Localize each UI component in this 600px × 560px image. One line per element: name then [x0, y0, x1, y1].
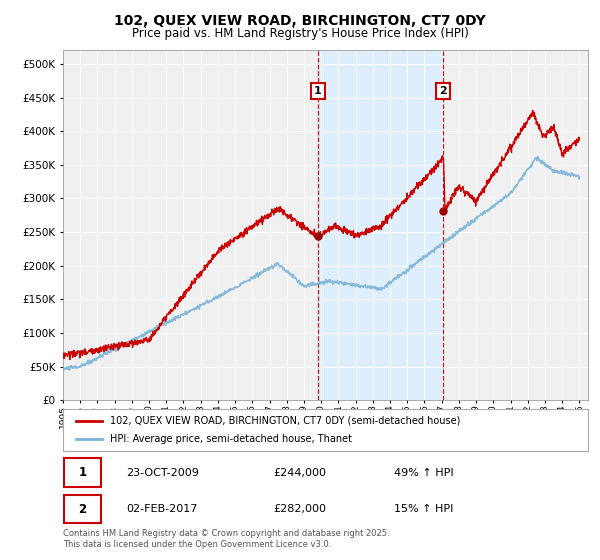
- FancyBboxPatch shape: [64, 459, 101, 487]
- Text: 49% ↑ HPI: 49% ↑ HPI: [394, 468, 454, 478]
- Text: Price paid vs. HM Land Registry's House Price Index (HPI): Price paid vs. HM Land Registry's House …: [131, 27, 469, 40]
- Text: HPI: Average price, semi-detached house, Thanet: HPI: Average price, semi-detached house,…: [110, 434, 352, 444]
- Text: £244,000: £244,000: [273, 468, 326, 478]
- FancyBboxPatch shape: [64, 495, 101, 523]
- Text: 23-OCT-2009: 23-OCT-2009: [126, 468, 199, 478]
- Text: 2: 2: [79, 502, 86, 516]
- Bar: [318, 50, 443, 400]
- Text: 102, QUEX VIEW ROAD, BIRCHINGTON, CT7 0DY (semi-detached house): 102, QUEX VIEW ROAD, BIRCHINGTON, CT7 0D…: [110, 416, 461, 426]
- Text: 102, QUEX VIEW ROAD, BIRCHINGTON, CT7 0DY: 102, QUEX VIEW ROAD, BIRCHINGTON, CT7 0D…: [114, 14, 486, 28]
- Text: 1: 1: [314, 86, 322, 96]
- Text: 15% ↑ HPI: 15% ↑ HPI: [394, 504, 453, 514]
- Text: 1: 1: [79, 466, 86, 479]
- Text: Contains HM Land Registry data © Crown copyright and database right 2025.
This d: Contains HM Land Registry data © Crown c…: [63, 529, 389, 549]
- Text: 02-FEB-2017: 02-FEB-2017: [126, 504, 197, 514]
- Text: 2: 2: [439, 86, 447, 96]
- Text: £282,000: £282,000: [273, 504, 326, 514]
